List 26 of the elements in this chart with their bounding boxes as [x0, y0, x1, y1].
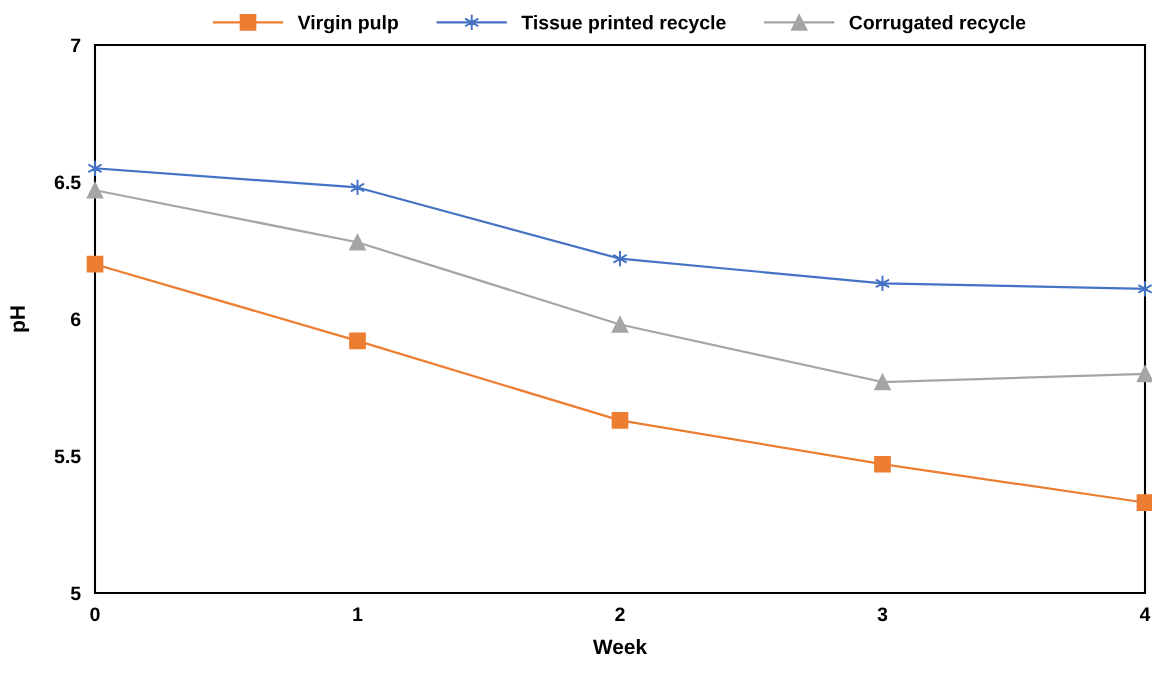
point	[1137, 280, 1152, 298]
x-tick-label: 4	[1139, 607, 1151, 621]
x-tick-label: 3	[877, 607, 888, 622]
point	[611, 316, 629, 333]
point	[349, 233, 366, 251]
point	[86, 255, 104, 273]
point	[611, 412, 629, 429]
point	[874, 373, 891, 391]
point	[1136, 365, 1152, 383]
y-tick-label: 6.5	[54, 175, 81, 190]
y-tick-label: 6	[71, 312, 81, 327]
point	[874, 455, 891, 473]
point	[349, 332, 366, 350]
y-tick-label: 7	[71, 38, 81, 53]
x-axis-title: Week	[592, 638, 648, 655]
legend-label: Corrugated recycle	[849, 15, 1026, 34]
point	[86, 181, 104, 199]
y-tick-label: 5	[70, 586, 81, 601]
point	[1136, 494, 1152, 511]
x-tick-label: 2	[615, 607, 625, 621]
x-tick-label: 1	[353, 607, 363, 621]
legend-label: Tissue printed recycle	[521, 15, 726, 34]
y-tick-label: 5.5	[54, 449, 81, 464]
legend-label: Virgin pulp	[297, 15, 399, 34]
x-tick-label: 0	[90, 607, 100, 622]
y-axis-title: pH	[10, 306, 30, 332]
